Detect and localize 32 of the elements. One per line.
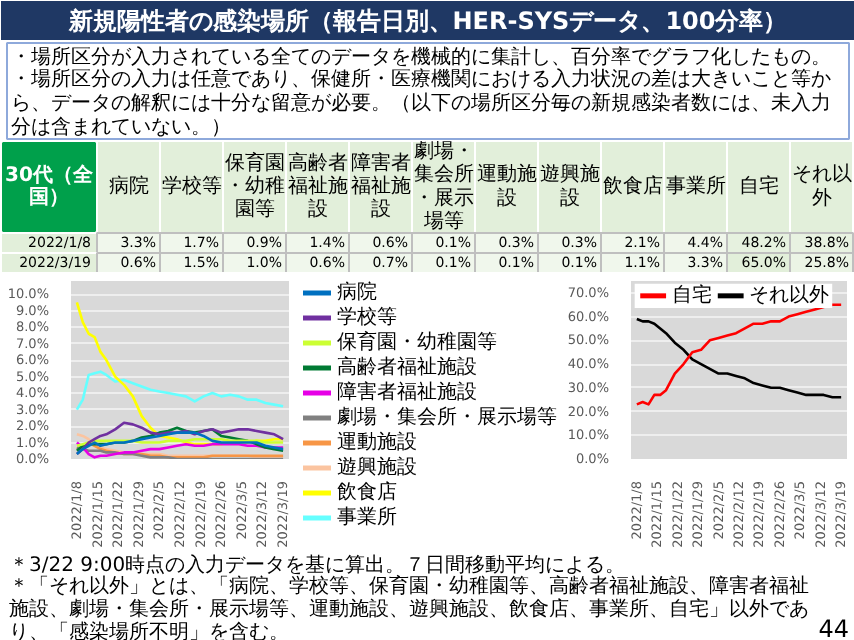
x-tick-label: 保育園・幼稚園等	[224, 150, 285, 222]
x-tick-label: 高齢者福祉施設	[287, 150, 348, 222]
text: ・場所区分の入力は任意であり、保健所・医療機関における入力状況の差は大きいこと等から、データの解釈には十分な留意が必要。（以下の場所区分毎の新規感染者数には、未入力分は含まれていない。）	[11, 67, 831, 140]
x-tick-label: 学校等	[161, 174, 222, 198]
x-tick-label: 障害者福祉施設	[350, 150, 411, 222]
x-tick-label: 事業所	[665, 174, 726, 198]
text: ＊3/22 9:00時点の入力データを基に算出。７日間移動平均による。	[9, 553, 626, 577]
text: ・場所区分が入力されている全てのデータを機械的に集計し、百分率でグラフ化したもの。	[11, 45, 831, 69]
x-tick-label: 自宅	[738, 174, 779, 198]
legend-label: 学校等	[337, 305, 397, 329]
x-tick-label: 病院	[108, 174, 149, 198]
x-tick-label: 運動施設	[476, 162, 537, 210]
line-series	[75, 441, 285, 459]
text: 新規陽性者の感染場所（報告日別、HER-SYSデータ、100分率）	[66, 7, 788, 35]
line-series	[75, 370, 285, 411]
legend-label: 自宅	[671, 282, 712, 307]
x-tick-label: 劇場・集会所・展示場等	[413, 139, 474, 233]
chart-title: 30代（全国）	[5, 163, 95, 209]
legend-label: 劇場・集会所・展示場等	[337, 405, 557, 429]
text: 44	[818, 615, 850, 640]
line-series	[635, 303, 843, 406]
x-tick-label: 遊興施設	[539, 162, 600, 210]
legend-label: それ以外	[749, 282, 830, 307]
legend-label: 障害者福祉施設	[337, 380, 477, 404]
x-tick-label: 飲食店	[602, 174, 663, 198]
legend-label: 病院	[337, 280, 377, 304]
legend-label: 高齢者福祉施設	[337, 355, 477, 379]
legend-label: 運動施設	[337, 430, 417, 454]
legend-label: 遊興施設	[337, 455, 417, 479]
line-series	[635, 317, 843, 399]
x-tick-label: それ以外	[791, 162, 852, 210]
legend-label: 保育園・幼稚園等	[337, 330, 497, 354]
